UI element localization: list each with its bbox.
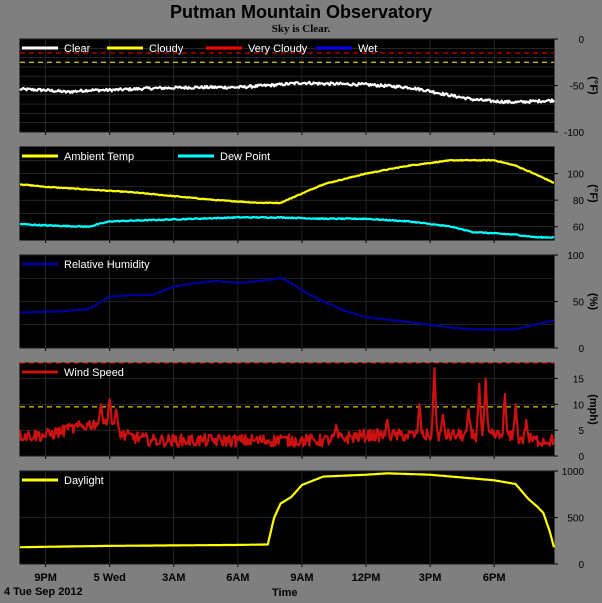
legend-label: Very Cloudy: [248, 43, 308, 55]
legend-label: Dew Point: [220, 151, 270, 163]
series-daylight-line: [19, 472, 556, 549]
x-tick-label: 5 Wed: [94, 572, 126, 584]
x-tick-label: 12PM: [352, 572, 381, 584]
y-tick-label: 80: [573, 196, 585, 207]
y-axis-label: (%): [587, 293, 599, 310]
y-tick-label: 60: [573, 223, 585, 234]
series-dew-point-line: [20, 215, 555, 239]
y-tick-label: 10: [573, 400, 585, 411]
x-tick-label: 6AM: [226, 572, 249, 584]
legend-label: Wet: [358, 43, 377, 55]
panel-sky: Clear Cloudy Very Cloudy Wet 0 -50 -100 (°F): [19, 35, 599, 139]
panel-temp: Ambient Temp Dew Point 100 80 60 (°F): [19, 146, 599, 243]
y-axis-label: (°F): [587, 184, 599, 203]
y-tick-label: 50: [573, 298, 585, 309]
legend-label: Daylight: [64, 475, 104, 487]
legend-label: Cloudy: [149, 43, 184, 55]
legend-label: Clear: [64, 43, 91, 55]
y-tick-label: -100: [564, 128, 584, 139]
x-tick-label: 9AM: [290, 572, 313, 584]
y-tick-label: 0: [578, 452, 584, 463]
x-tick-label: 9PM: [34, 572, 57, 584]
x-tick-label: 3PM: [419, 572, 442, 584]
series-relative-humidity-line: [19, 276, 555, 331]
time-axis-label: Time: [272, 587, 297, 599]
legend-label: Relative Humidity: [64, 259, 150, 271]
y-tick-label: 0: [578, 344, 584, 355]
y-tick-label: 500: [567, 514, 584, 525]
x-tick-label: 3AM: [162, 572, 185, 584]
y-tick-label: 1000: [562, 467, 585, 478]
panel-temp-background: [19, 146, 555, 241]
date-label: 4 Tue Sep 2012: [4, 586, 83, 598]
legend-label: Wind Speed: [64, 367, 124, 379]
legend-label: Ambient Temp: [64, 151, 134, 163]
series-clear-line: [19, 80, 555, 105]
y-tick-label: 100: [567, 170, 584, 181]
y-tick-label: 100: [567, 251, 584, 262]
series-wind-speed-line: [18, 367, 556, 448]
y-axis-label: (°F): [587, 76, 599, 95]
panel-humidity: Relative Humidity 100 50 0 (%): [19, 251, 599, 355]
y-tick-label: 0: [578, 560, 584, 571]
panel-wind: Wind Speed 15 10 5 0 (mph): [18, 362, 599, 463]
panel-daylight: Daylight 1000 500 0: [19, 467, 585, 571]
y-tick-label: 15: [573, 375, 585, 386]
x-tick-label: 6PM: [483, 572, 506, 584]
sky-status: Sky is Clear.: [271, 23, 331, 35]
y-tick-label: 0: [578, 35, 584, 46]
page-title: Putman Mountain Observatory: [169, 2, 433, 22]
series-ambient-temp-line: [19, 158, 555, 205]
y-axis-label: (mph): [587, 394, 599, 425]
y-tick-label: 5: [578, 426, 584, 437]
y-tick-label: -50: [570, 82, 585, 93]
